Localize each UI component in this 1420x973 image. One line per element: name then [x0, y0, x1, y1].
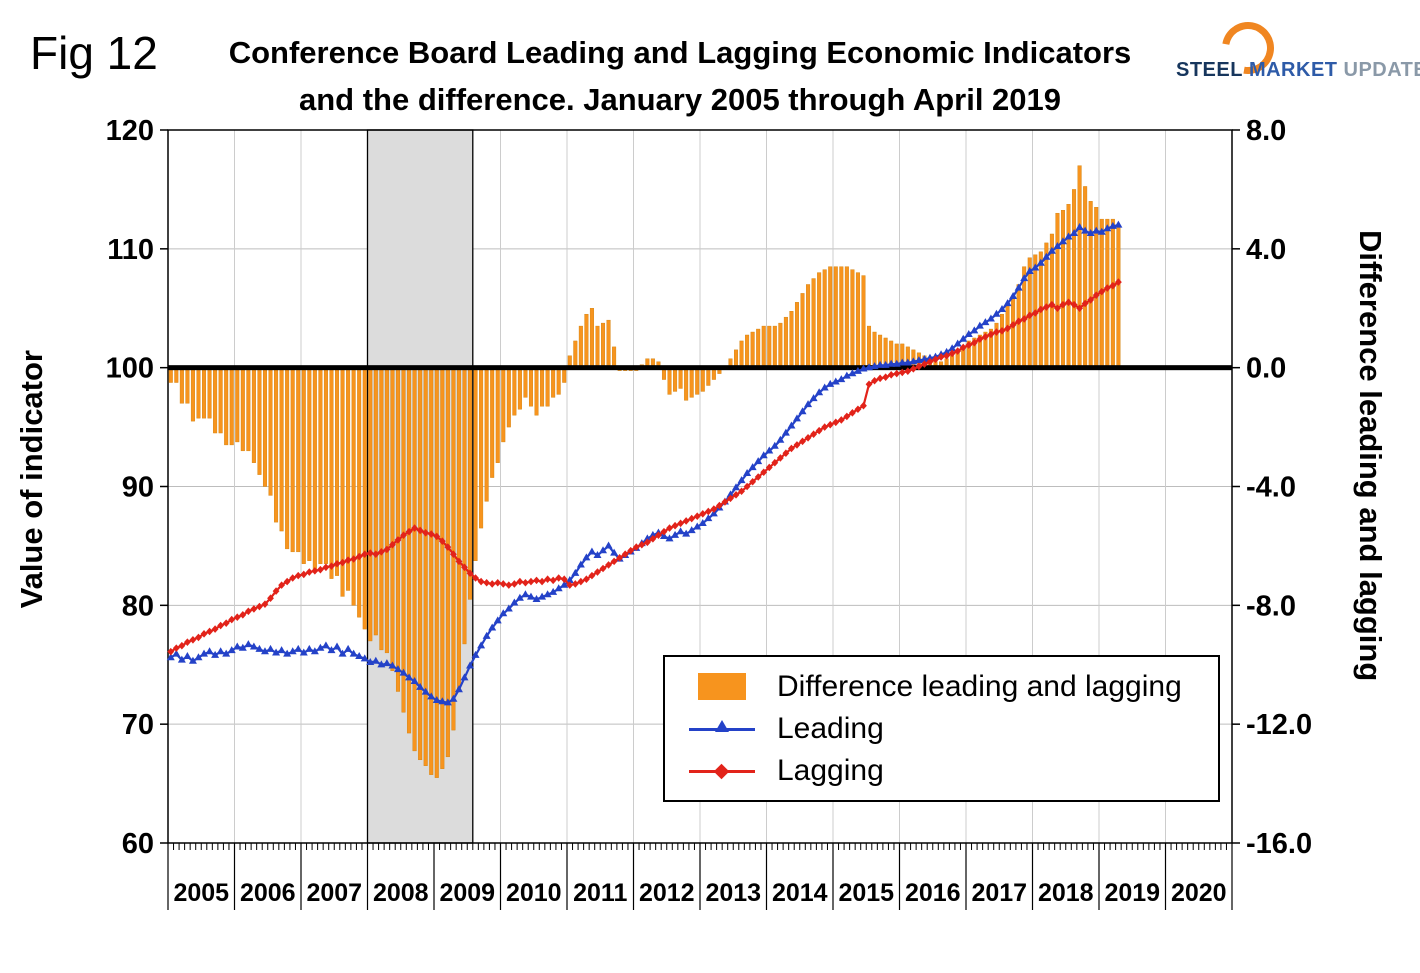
svg-text:110: 110 [107, 234, 154, 266]
legend-label-lagging: Lagging [777, 754, 884, 787]
logo-word-market: MARKET [1248, 59, 1338, 81]
chart-title-line2: and the difference. January 2005 through… [298, 81, 1062, 117]
svg-text:8.0: 8.0 [1246, 115, 1286, 147]
chart-legend: Difference leading and lagging Leading L… [663, 655, 1220, 802]
legend-swatch-difference [698, 673, 746, 700]
svg-text:2018: 2018 [1038, 879, 1094, 907]
svg-text:-8.0: -8.0 [1246, 590, 1296, 622]
svg-text:-16.0: -16.0 [1246, 828, 1312, 860]
chart-title: Conference Board Leading and Lagging Eco… [175, 30, 1185, 123]
svg-text:2014: 2014 [772, 879, 828, 907]
svg-text:-4.0: -4.0 [1246, 472, 1296, 504]
legend-item-leading: Leading [687, 712, 1196, 745]
svg-text:2010: 2010 [506, 879, 562, 907]
svg-text:2008: 2008 [373, 879, 429, 907]
logo-text: STEEL MARKET UPDATE [1176, 59, 1420, 82]
diamond-marker-icon [713, 763, 730, 779]
svg-text:2009: 2009 [439, 879, 495, 907]
legend-item-lagging: Lagging [687, 754, 1196, 787]
svg-text:120: 120 [106, 115, 154, 147]
figure-number: Fig 12 [30, 27, 158, 79]
legend-swatch-area [687, 716, 757, 742]
svg-text:2015: 2015 [838, 879, 894, 907]
svg-text:70: 70 [122, 709, 154, 741]
svg-text:2012: 2012 [639, 879, 695, 907]
svg-text:2011: 2011 [573, 879, 627, 907]
svg-text:4.0: 4.0 [1246, 234, 1286, 266]
chart-title-line1: Conference Board Leading and Lagging Eco… [228, 35, 1132, 70]
svg-text:100: 100 [106, 353, 154, 385]
svg-text:2006: 2006 [240, 879, 296, 907]
legend-swatch-area [687, 673, 757, 700]
legend-swatch-leading [689, 716, 755, 742]
svg-text:2005: 2005 [173, 879, 229, 907]
logo-word-update: UPDATE [1343, 59, 1420, 81]
svg-text:2017: 2017 [971, 879, 1027, 907]
legend-label-difference: Difference leading and lagging [777, 670, 1182, 703]
svg-text:2013: 2013 [705, 879, 761, 907]
smu-logo: STEEL MARKET UPDATE [1176, 11, 1420, 85]
svg-text:80: 80 [122, 590, 154, 622]
svg-text:60: 60 [122, 828, 154, 860]
svg-text:90: 90 [122, 472, 154, 504]
svg-text:2019: 2019 [1104, 879, 1160, 907]
legend-swatch-area [687, 758, 757, 784]
svg-text:0.0: 0.0 [1246, 353, 1286, 385]
svg-text:2020: 2020 [1171, 879, 1227, 907]
svg-text:2007: 2007 [306, 879, 362, 907]
logo-word-steel: STEEL [1176, 59, 1243, 81]
triangle-marker-icon [715, 719, 729, 732]
legend-item-difference: Difference leading and lagging [687, 670, 1196, 703]
svg-text:-12.0: -12.0 [1246, 709, 1312, 741]
legend-label-leading: Leading [777, 712, 884, 745]
legend-swatch-lagging [689, 758, 755, 784]
svg-text:2016: 2016 [905, 879, 961, 907]
right-axis-title: Difference leading and lagging [1353, 230, 1388, 682]
